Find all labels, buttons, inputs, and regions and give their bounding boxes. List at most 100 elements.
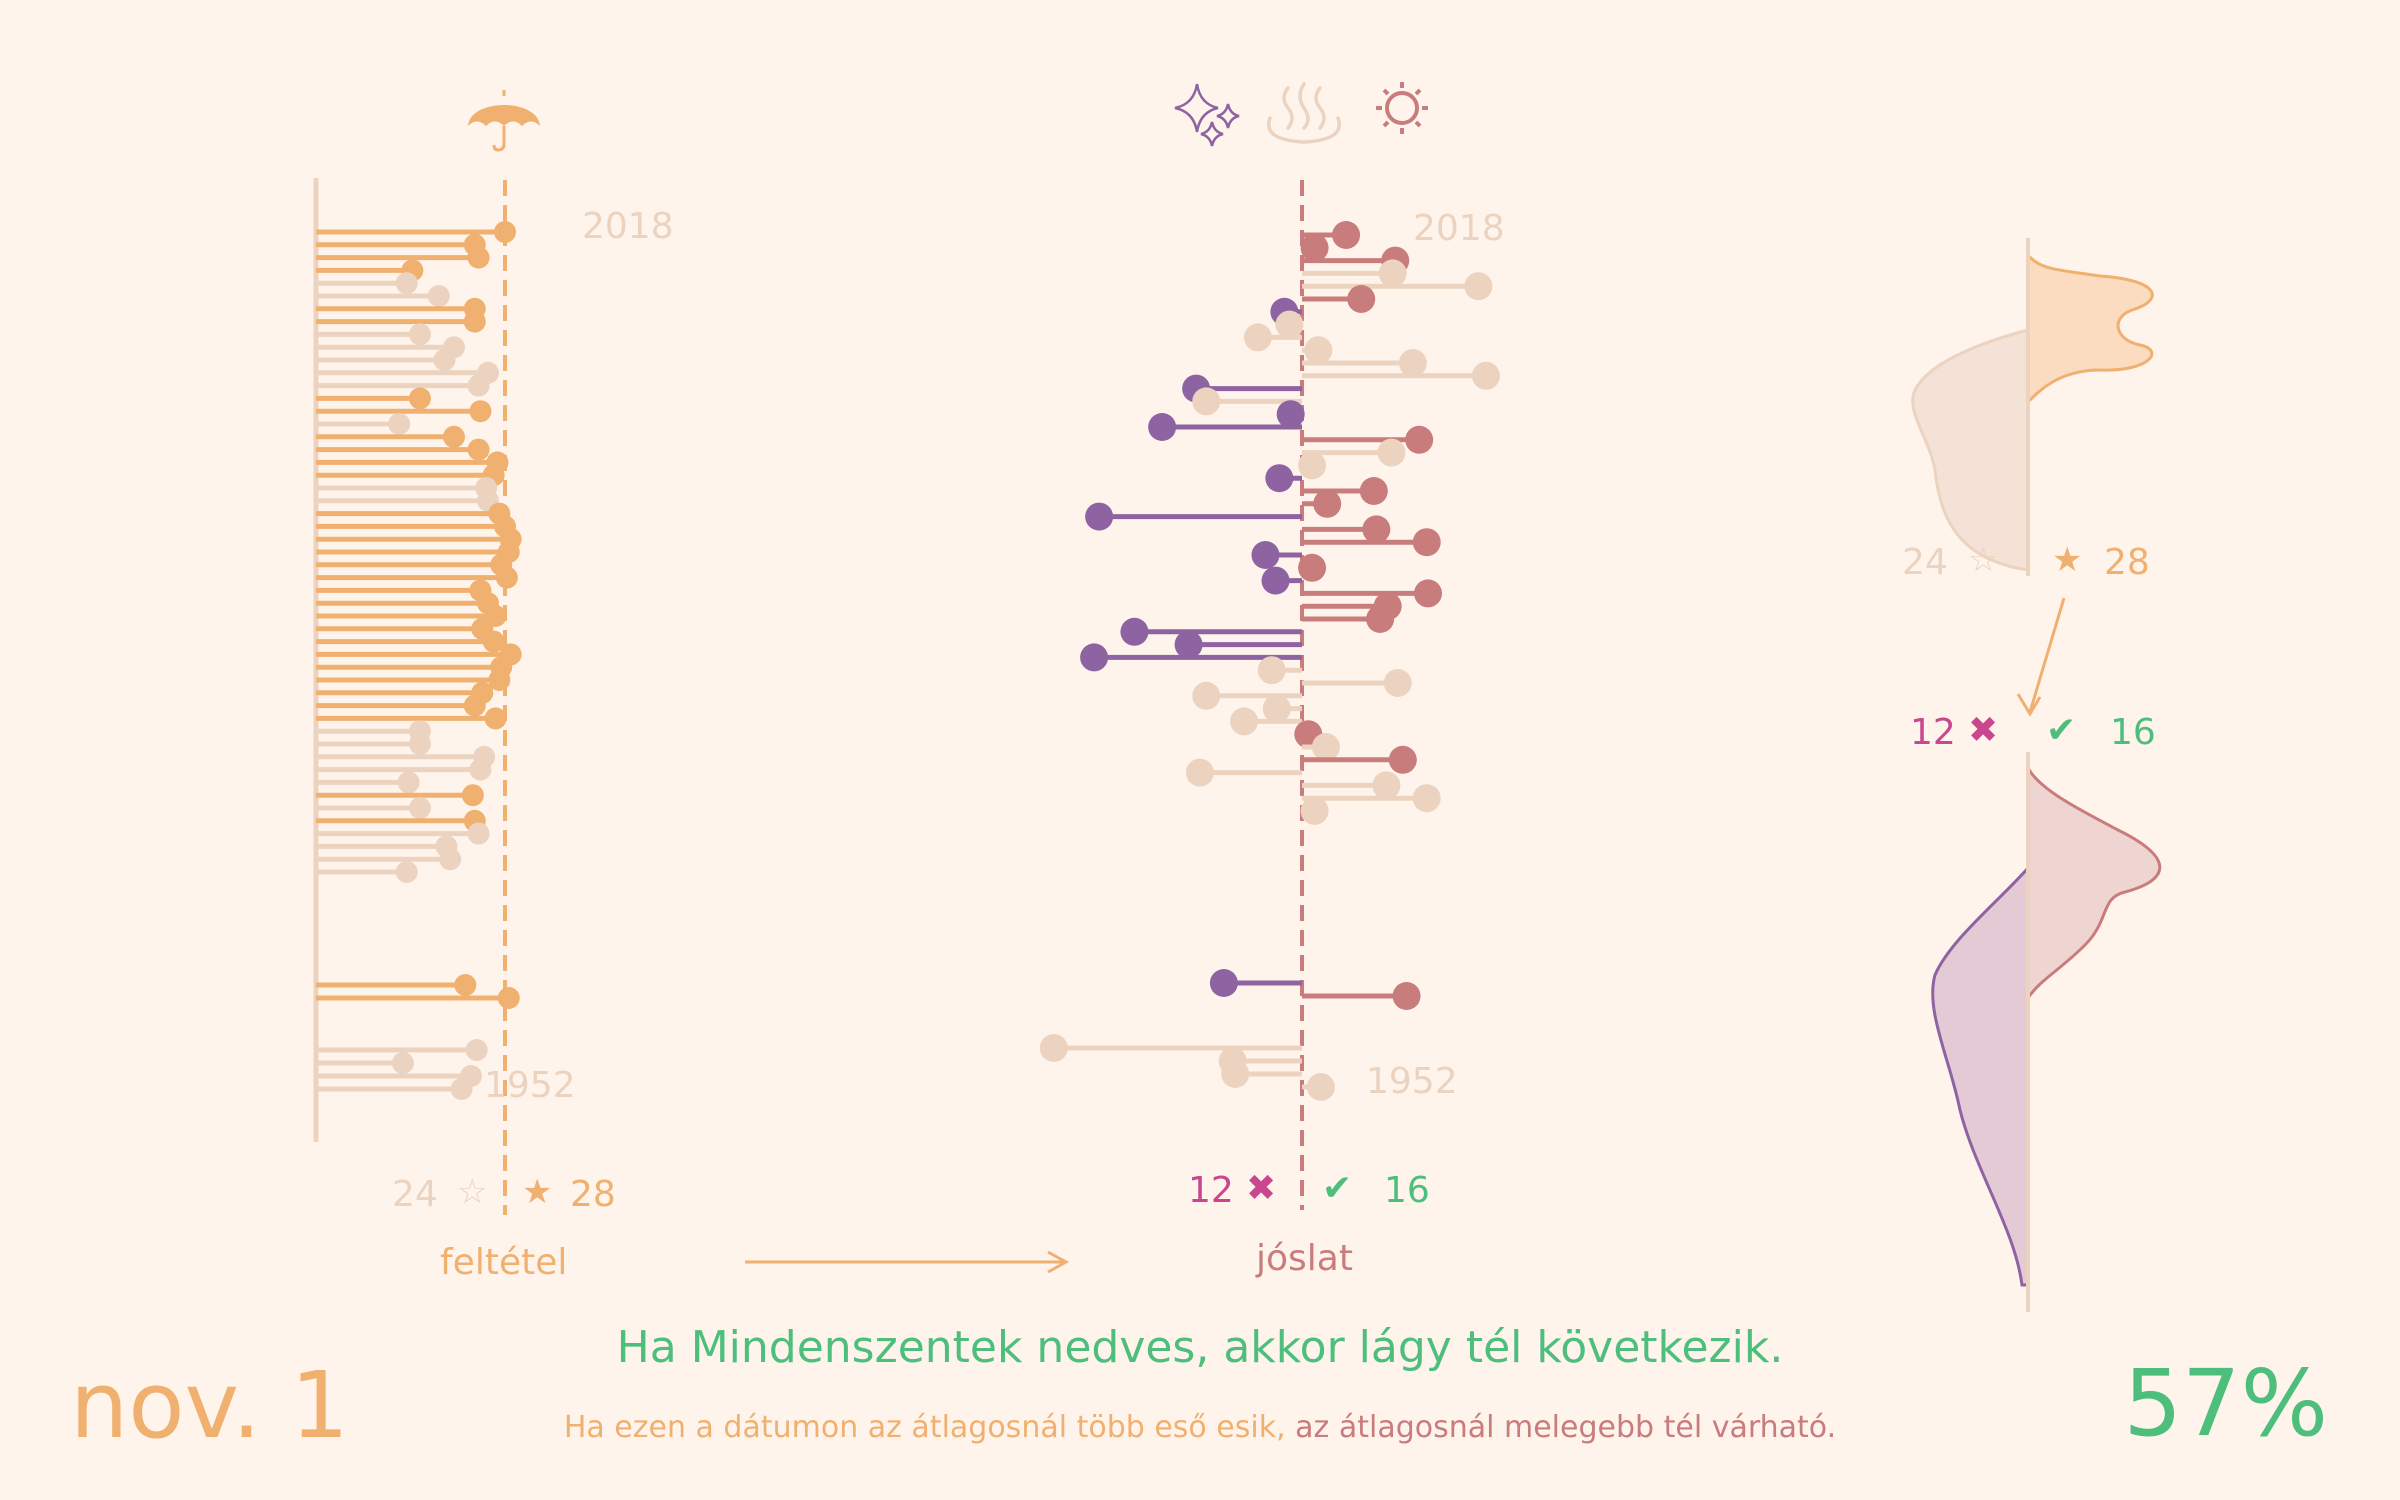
prediction-dot-1 [1300,233,1329,262]
prediction-dot-41 [1388,745,1417,774]
density-cold-years [1931,864,2030,1287]
flow-arrow [745,1250,1070,1274]
condition-dot-45 [408,797,431,819]
condition-dot-7 [463,310,486,333]
condition-dot-late-1 [497,987,520,1009]
density-true-star-icon: ★ [2052,540,2083,580]
date-label: nov. 1 [70,1352,349,1459]
condition-dot-late-0 [454,974,477,996]
prediction-dot-17 [1377,438,1406,467]
density-wet-years [2026,250,2154,406]
condition-bottom-year: 1952 [484,1065,576,1106]
prediction-dot-37 [1262,694,1291,723]
density-right-count: 16 [2110,712,2156,753]
density-false-star-icon: ☆ [1968,540,1999,580]
prediction-dot-32 [1174,630,1203,659]
prediction-dot-26 [1298,553,1327,582]
prediction-dot-30 [1366,605,1395,633]
prediction-dot-3 [1378,259,1407,288]
condition-dot-40 [408,733,431,755]
prediction-dot-25 [1251,541,1280,569]
prediction-dot-40 [1311,733,1340,761]
umbrella-icon [468,90,540,152]
prediction-dot-late-0 [1209,969,1238,997]
prediction-dot-45 [1300,797,1329,825]
prediction-dot-16 [1405,425,1434,454]
condition-top-year: 2018 [582,206,674,247]
prediction-wrong-icon: ✖ [1246,1168,1277,1209]
condition-dot-late-5 [450,1078,473,1100]
prediction-dot-late-4 [1221,1060,1250,1088]
condition-dot-4 [395,272,418,295]
density-right-icon: ✔ [2046,710,2077,751]
prediction-dot-23 [1362,515,1391,544]
condition-dot-27 [495,566,518,589]
subline-condition: Ha ezen a dátumon az átlagosnál több eső… [563,1410,1286,1445]
prediction-dot-35 [1383,669,1412,697]
prediction-dot-33 [1080,643,1109,672]
density-true-count: 28 [2104,542,2150,583]
condition-dot-38 [484,707,507,730]
prediction-dot-38 [1230,707,1259,736]
prediction-dot-19 [1265,464,1294,493]
prediction-dot-late-2 [1039,1034,1068,1062]
prediction-dot-18 [1298,451,1327,480]
sparkles-icon [1174,83,1240,147]
condition-lollipop-chart [313,178,522,1215]
prediction-dot-43 [1372,771,1401,800]
steam-icon [1267,82,1341,144]
density-dry-years [1911,328,2030,572]
condition-dot-14 [469,400,492,423]
prediction-dot-late-1 [1392,982,1421,1010]
prediction-dot-4 [1464,272,1493,301]
prediction-dot-36 [1192,681,1221,710]
subline: Ha ezen a dátumon az átlagosnál több eső… [0,1410,2400,1445]
headline: Ha Mindenszentek nedves, akkor lágy tél … [616,1322,1784,1373]
condition-dot-16 [442,425,465,448]
prediction-dot-7 [1275,310,1304,339]
condition-dot-47 [467,822,490,845]
condition-false-star-icon: ☆ [457,1172,488,1212]
prediction-lollipop-chart [1039,180,1500,1210]
prediction-dot-8 [1243,323,1272,352]
prediction-dot-9 [1304,336,1333,365]
density-wrong-icon: ✖ [1968,710,1999,751]
condition-dot-42 [469,758,492,781]
condition-true-star-icon: ★ [522,1172,553,1212]
condition-dot-17 [467,438,490,461]
condition-dot-37 [463,694,486,717]
condition-dot-43 [397,771,420,794]
condition-dot-5 [427,285,450,307]
prediction-dot-13 [1192,387,1221,416]
prediction-dot-31 [1120,617,1149,646]
density-false-count: 24 [1902,542,1948,583]
prediction-right-icon: ✔ [1322,1168,1353,1209]
prediction-bottom-year: 1952 [1366,1061,1458,1102]
prediction-dot-28 [1414,579,1442,608]
condition-dot-2 [467,246,490,269]
condition-false-count: 24 [392,1174,438,1215]
prediction-dot-42 [1185,758,1214,787]
prediction-dot-14 [1276,400,1305,429]
subline-prediction: az átlagosnál melegebb tél várható. [1285,1410,1837,1445]
prediction-dot-21 [1313,489,1342,518]
density-panel [1911,238,2162,1312]
condition-dot-35 [488,669,511,691]
condition-dot-50 [395,861,418,883]
accuracy-value: 57% [2123,1350,2328,1457]
condition-dot-late-3 [391,1052,414,1074]
prediction-dot-20 [1359,477,1388,505]
prediction-dot-27 [1261,566,1290,595]
density-arrow-head [2016,693,2042,717]
condition-dot-late-2 [465,1039,488,1061]
prediction-dot-24 [1412,528,1441,557]
condition-dot-15 [388,413,411,435]
prediction-dot-10 [1398,349,1427,377]
condition-dot-12 [467,374,490,397]
condition-dot-49 [439,848,462,871]
condition-dot-10 [433,349,456,371]
density-warm-years [2026,767,2162,1003]
prediction-wrong-count: 12 [1188,1170,1234,1211]
condition-dot-0 [494,221,516,243]
